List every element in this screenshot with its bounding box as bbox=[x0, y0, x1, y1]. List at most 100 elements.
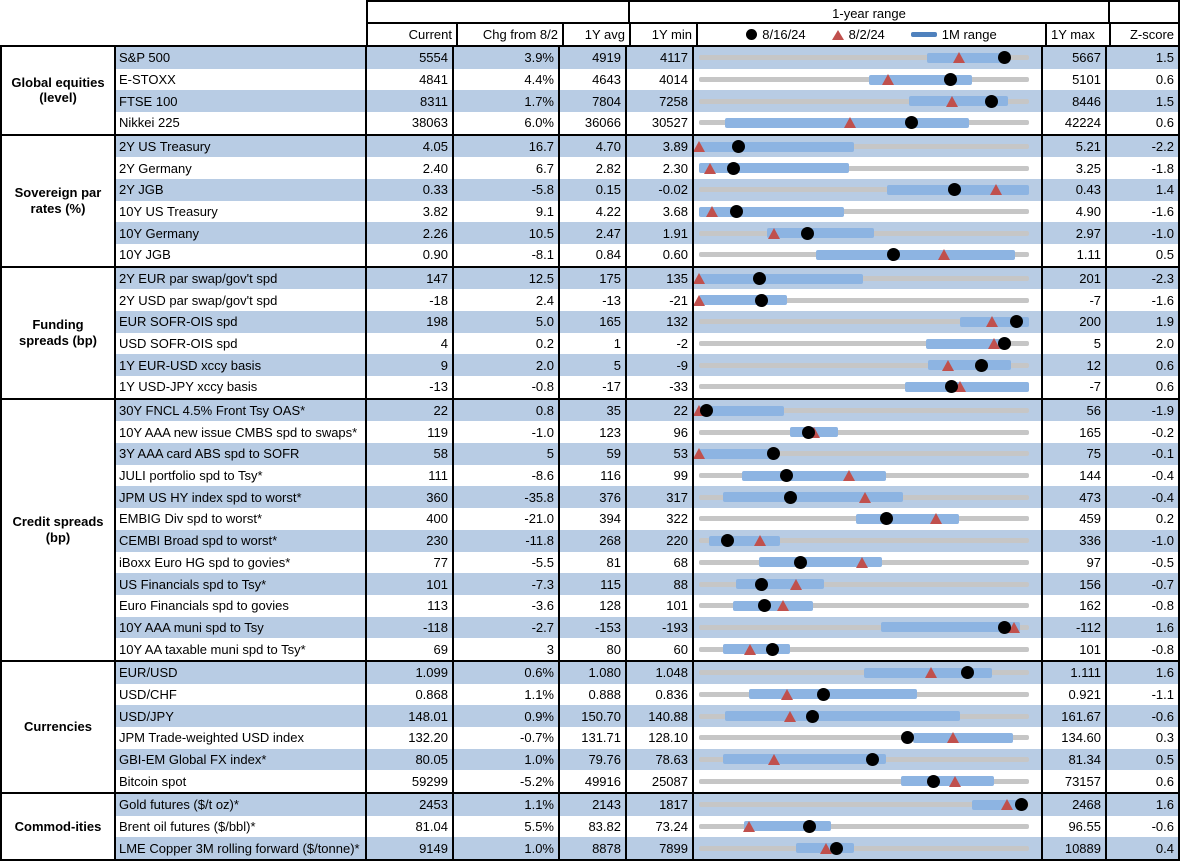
column-header-row: Current Chg from 8/2 1Y avg 1Y min 8/16/… bbox=[366, 22, 1180, 47]
current-date-dot-marker bbox=[783, 490, 797, 504]
column-header-current: Current bbox=[408, 27, 452, 42]
range-chart-cell bbox=[694, 112, 1043, 134]
1y-range-track bbox=[699, 98, 1029, 104]
range-chart-cell bbox=[694, 837, 1043, 859]
asset-label: Euro Financials spd to govies bbox=[116, 594, 367, 617]
current-date-dot-marker bbox=[699, 404, 713, 418]
range-chart-cell bbox=[694, 486, 1043, 509]
z-score-value: 1.6 bbox=[1155, 665, 1174, 681]
chg-from-8-2-value: 1.0% bbox=[454, 837, 560, 859]
1y-avg-value: 1 bbox=[560, 332, 627, 355]
current-date-dot-marker bbox=[997, 620, 1011, 634]
prior-date-triangle-marker bbox=[987, 338, 1000, 350]
current-value: 1.099 bbox=[367, 661, 454, 684]
1y-min-value: -0.02 bbox=[627, 179, 694, 201]
asset-label: iBoxx Euro HG spd to govies* bbox=[116, 551, 367, 574]
table-row: Nikkei 225 38063 6.0% 36066 30527 42224 0.6 bbox=[116, 112, 1178, 134]
1m-range-bar bbox=[699, 141, 855, 152]
1y-avg-value: 394 bbox=[560, 508, 627, 530]
current-value: 4 bbox=[367, 332, 454, 355]
current-date-dot-marker bbox=[794, 555, 808, 569]
z-score-value: 1.6 bbox=[1155, 619, 1174, 635]
table-row: S&P 500 5554 3.9% 4919 4117 5667 1.5 bbox=[116, 47, 1178, 69]
legend-item-prior-date: 8/2/24 bbox=[831, 27, 885, 42]
1y-avg-value: 4.70 bbox=[560, 135, 627, 158]
table-row: USD/CHF 0.868 1.1% 0.888 0.836 0.921 -1.1 bbox=[116, 683, 1178, 706]
table-row: 1Y USD-JPY xccy basis -13 -0.8 -17 -33 -7 0.6 bbox=[116, 376, 1178, 398]
range-chart-cell bbox=[694, 793, 1043, 816]
range-chart-cell bbox=[694, 90, 1043, 113]
prior-date-triangle-marker bbox=[1000, 799, 1013, 811]
asset-label: Nikkei 225 bbox=[116, 112, 367, 134]
1m-range-bar bbox=[699, 405, 785, 416]
range-chart-cell bbox=[694, 661, 1043, 684]
1y-range-track bbox=[699, 77, 1029, 82]
asset-label: 3Y AAA card ABS spd to SOFR bbox=[116, 443, 367, 465]
1m-range-bar bbox=[900, 776, 995, 787]
prior-date-triangle-marker bbox=[704, 162, 717, 174]
current-value: 58 bbox=[367, 443, 454, 465]
z-score-value: 0.5 bbox=[1155, 247, 1174, 263]
1y-min-value: 3.68 bbox=[627, 200, 694, 223]
1y-range-track bbox=[699, 624, 1029, 630]
chg-from-8-2-value: -7.3 bbox=[454, 573, 560, 595]
1y-avg-value: 376 bbox=[560, 486, 627, 509]
current-date-dot-marker bbox=[752, 272, 766, 286]
1y-max-value: 144 bbox=[1043, 464, 1107, 487]
prior-date-triangle-marker bbox=[784, 710, 797, 722]
1y-max-value: 97 bbox=[1043, 551, 1107, 574]
z-score-value: -1.0 bbox=[1151, 225, 1174, 241]
prior-date-triangle-marker bbox=[753, 535, 766, 547]
prior-date-triangle-marker bbox=[953, 52, 966, 64]
group-label: Currencies bbox=[2, 661, 116, 792]
1y-max-value: 1.11 bbox=[1043, 244, 1107, 266]
row-group: Currencies EUR/USD 1.099 0.6% 1.080 1.048 1.11… bbox=[2, 661, 1178, 794]
table-row: US Financials spd to Tsy* 101 -7.3 115 88 156… bbox=[116, 573, 1178, 595]
prior-date-triangle-marker bbox=[842, 470, 855, 482]
group-label: Funding spreads (bp) bbox=[2, 267, 116, 398]
z-score-value: -0.5 bbox=[1151, 554, 1174, 570]
group-label: Commod-ities bbox=[2, 793, 116, 859]
asset-label: Bitcoin spot bbox=[116, 770, 367, 792]
1y-max-value: 156 bbox=[1043, 573, 1107, 595]
current-value: 2.40 bbox=[367, 157, 454, 180]
1y-avg-value: 4919 bbox=[560, 47, 627, 69]
1y-avg-value: 79.76 bbox=[560, 748, 627, 771]
range-chart-cell bbox=[694, 376, 1043, 398]
chg-from-8-2-value: -21.0 bbox=[454, 508, 560, 530]
z-score-value: 2.0 bbox=[1155, 336, 1174, 352]
range-chart-cell bbox=[694, 311, 1043, 333]
current-date-dot-marker bbox=[817, 687, 831, 701]
table-row: 10Y Germany 2.26 10.5 2.47 1.91 2.97 -1.0 bbox=[116, 222, 1178, 245]
range-chart-cell bbox=[694, 551, 1043, 574]
1y-min-value: 4014 bbox=[627, 68, 694, 91]
1y-max-value: 0.921 bbox=[1043, 683, 1107, 706]
1y-max-value: 134.60 bbox=[1043, 726, 1107, 749]
z-score-value: -2.2 bbox=[1151, 139, 1174, 155]
current-value: 4841 bbox=[367, 68, 454, 91]
z-score-value: 0.5 bbox=[1155, 751, 1174, 767]
chg-from-8-2-value: -0.8 bbox=[454, 376, 560, 398]
table-row: EUR SOFR-OIS spd 198 5.0 165 132 200 1.9 bbox=[116, 311, 1178, 333]
1m-range-bar bbox=[725, 711, 961, 722]
z-score-value: -0.4 bbox=[1151, 468, 1174, 484]
current-value: 147 bbox=[367, 267, 454, 290]
1m-range-bar bbox=[699, 206, 845, 217]
1y-avg-value: 36066 bbox=[560, 112, 627, 134]
asset-label: CEMBI Broad spd to worst* bbox=[116, 529, 367, 552]
1y-range-track bbox=[699, 408, 1029, 414]
z-score-value: 0.6 bbox=[1155, 72, 1174, 87]
1y-min-value: 128.10 bbox=[627, 726, 694, 749]
prior-date-triangle-marker bbox=[881, 74, 894, 85]
chg-from-8-2-value: 4.4% bbox=[454, 68, 560, 91]
1y-avg-value: -17 bbox=[560, 376, 627, 398]
1m-range-bar bbox=[732, 600, 813, 611]
1m-range-bar bbox=[912, 732, 1014, 743]
current-date-dot-marker bbox=[905, 116, 919, 130]
table-row: USD SOFR-OIS spd 4 0.2 1 -2 5 2.0 bbox=[116, 332, 1178, 355]
1y-avg-value: -13 bbox=[560, 289, 627, 312]
current-date-dot-marker bbox=[900, 731, 914, 745]
1m-range-bar bbox=[928, 360, 1012, 371]
1y-avg-value: 8878 bbox=[560, 837, 627, 859]
1m-range-bar bbox=[723, 644, 790, 655]
